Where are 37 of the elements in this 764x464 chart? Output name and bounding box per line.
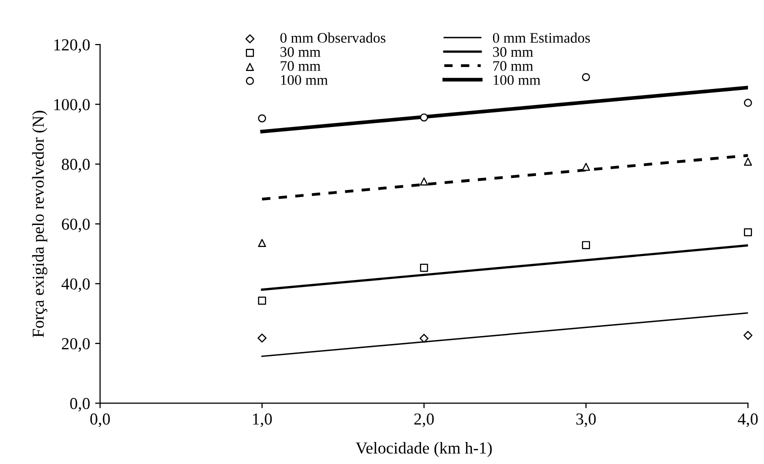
x-tick-label: 0,0 [90, 413, 110, 428]
legend-label: 0 mm Estimados [492, 32, 590, 43]
x-tick-label: 1,0 [253, 413, 272, 428]
point [420, 177, 428, 186]
y-tick-label: 40,0 [62, 278, 90, 292]
legend-label: 30 mm [280, 46, 321, 57]
point [744, 158, 752, 166]
point [420, 334, 429, 343]
y-tick-label: 120,0 [54, 39, 90, 53]
point [258, 238, 266, 248]
y-tick-label: 60,0 [62, 218, 90, 232]
x-tick-label: 2,0 [414, 413, 434, 428]
point [744, 98, 752, 107]
legend-label: 70 mm [493, 61, 534, 71]
x-tick-label: 3,0 [576, 413, 596, 428]
point [258, 296, 266, 305]
y-tick-label: 100,0 [54, 99, 90, 113]
x-tick-label: 4,0 [738, 413, 758, 428]
point [258, 114, 266, 122]
point [582, 162, 590, 171]
x-axis-title: Velocidade (km h-1) [356, 442, 492, 458]
point [743, 330, 752, 340]
legend-label: 70 mm [280, 61, 321, 71]
point [420, 113, 428, 122]
y-tick-label: 20,0 [62, 338, 90, 352]
legend-label: 0 mm Observados [280, 32, 386, 43]
legend-label: 100 mm [494, 75, 540, 85]
legend-label: 100 mm [281, 75, 328, 85]
point [582, 241, 590, 250]
y-tick-label: 0,0 [70, 398, 90, 412]
point [744, 228, 752, 236]
y-tick-label: 80,0 [62, 158, 90, 172]
point [582, 73, 590, 82]
legend-label: 30 mm [493, 46, 534, 57]
point [258, 334, 267, 343]
y-axis-title: Força exigida pelo revolvedor (N) [32, 110, 48, 338]
point [420, 264, 428, 272]
